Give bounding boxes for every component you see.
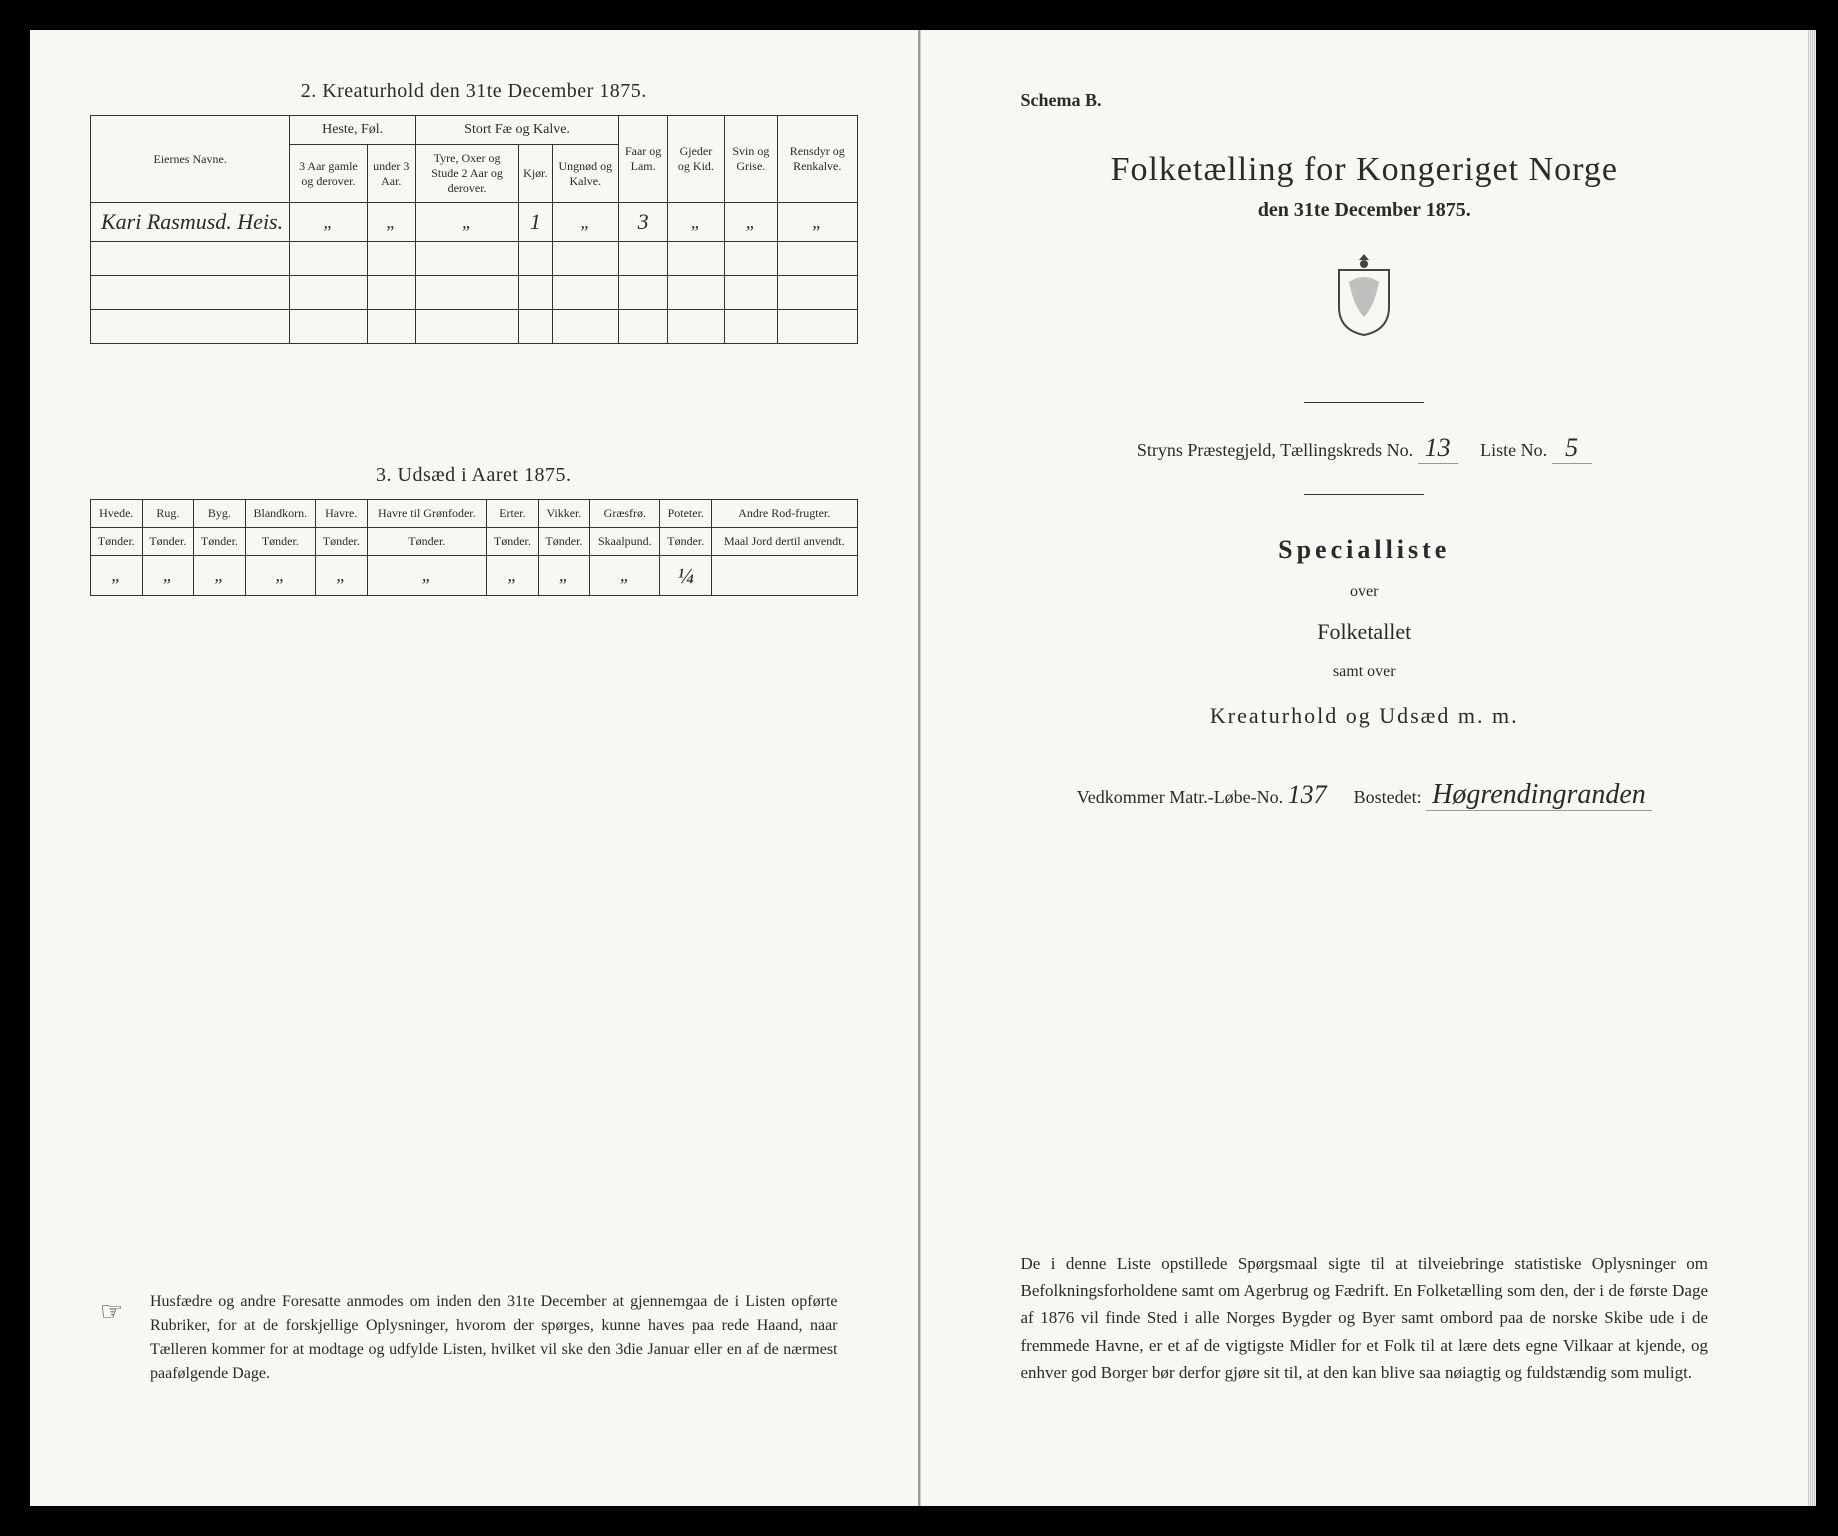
cell: „: [538, 556, 590, 596]
bosted-label: Bostedet:: [1354, 787, 1422, 807]
cell: „: [367, 556, 487, 596]
book-edge: [1808, 30, 1816, 1506]
cell: „: [142, 556, 194, 596]
right-bottom-paragraph: De i denne Liste opstillede Spørgsmaal s…: [1021, 1250, 1709, 1386]
cell: „: [777, 203, 857, 242]
section3-title: 3. Udsæd i Aaret 1875.: [90, 464, 858, 487]
cell: 1: [519, 203, 552, 242]
cell: ¼: [660, 556, 712, 596]
cell: „: [590, 556, 660, 596]
specialliste: Specialliste: [981, 535, 1749, 565]
col: Vikker.: [538, 500, 590, 528]
col-reindeer: Rensdyr og Renkalve.: [777, 116, 857, 203]
unit: Tønder.: [538, 528, 590, 556]
cell: „: [668, 203, 725, 242]
col: Havre til Grønfoder.: [367, 500, 487, 528]
col: Poteter.: [660, 500, 712, 528]
table-row: [91, 242, 858, 276]
col-group-horse: Heste, Føl.: [290, 116, 416, 145]
left-page: 2. Kreaturhold den 31te December 1875. E…: [30, 30, 920, 1506]
cell: „: [290, 203, 367, 242]
col-cattle-b: Kjør.: [519, 145, 552, 203]
unit: Tønder.: [487, 528, 539, 556]
bosted-value: Høgrendingranden: [1426, 779, 1652, 811]
cell: „: [245, 556, 315, 596]
col: Havre.: [315, 500, 367, 528]
cell: „: [367, 203, 415, 242]
over: over: [981, 583, 1749, 601]
seed-table: Hvede. Rug. Byg. Blandkorn. Havre. Havre…: [90, 499, 858, 596]
samt-over: samt over: [981, 663, 1749, 681]
col-pig: Svin og Grise.: [724, 116, 777, 203]
pointing-hand-icon: ☞: [100, 1292, 123, 1331]
col: Hvede.: [91, 500, 143, 528]
unit: Tønder.: [245, 528, 315, 556]
unit: Maal Jord dertil anvendt.: [712, 528, 857, 556]
parish-line: Stryns Præstegjeld, Tællingskreds No. 13…: [981, 433, 1749, 464]
cell: „: [415, 203, 518, 242]
cell: „: [91, 556, 143, 596]
table-header-row: Hvede. Rug. Byg. Blandkorn. Havre. Havre…: [91, 500, 858, 528]
table-units-row: Tønder. Tønder. Tønder. Tønder. Tønder. …: [91, 528, 858, 556]
col: Græsfrø.: [590, 500, 660, 528]
col: Erter.: [487, 500, 539, 528]
unit: Tønder.: [142, 528, 194, 556]
table-row: [91, 276, 858, 310]
unit: Tønder.: [315, 528, 367, 556]
col: Blandkorn.: [245, 500, 315, 528]
kreds-no: 13: [1418, 433, 1458, 464]
matr-label: Vedkommer Matr.-Løbe-No.: [1077, 787, 1283, 807]
kreaturhold: Kreaturhold og Udsæd m. m.: [981, 703, 1749, 729]
liste-no: 5: [1552, 433, 1592, 464]
cell: „: [724, 203, 777, 242]
matr-line: Vedkommer Matr.-Løbe-No. 137 Bostedet: H…: [981, 779, 1749, 811]
schema-label: Schema B.: [1021, 90, 1749, 111]
col-owner: Eiernes Navne.: [91, 116, 290, 203]
right-page: Schema B. Folketælling for Kongeriget No…: [920, 30, 1809, 1506]
livestock-table: Eiernes Navne. Heste, Føl. Stort Fæ og K…: [90, 115, 858, 344]
table-row: „ „ „ „ „ „ „ „ „ ¼: [91, 556, 858, 596]
unit: Tønder.: [660, 528, 712, 556]
cell: „: [194, 556, 246, 596]
parish-label-b: Liste No.: [1480, 440, 1547, 460]
cell: 3: [619, 203, 668, 242]
parish-label-a: Stryns Præstegjeld, Tællingskreds No.: [1137, 440, 1413, 460]
folketallet: Folketallet: [981, 619, 1749, 645]
col-group-cattle: Stort Fæ og Kalve.: [415, 116, 618, 145]
cell: „: [487, 556, 539, 596]
cell: [712, 556, 857, 596]
section2-title: 2. Kreaturhold den 31te December 1875.: [90, 80, 858, 103]
col: Andre Rod-frugter.: [712, 500, 857, 528]
col-horse-b: under 3 Aar.: [367, 145, 415, 203]
footnote-text: Husfædre og andre Foresatte anmodes om i…: [150, 1293, 838, 1382]
col-sheep: Faar og Lam.: [619, 116, 668, 203]
col-cattle-a: Tyre, Oxer og Stude 2 Aar og derover.: [415, 145, 518, 203]
section3: 3. Udsæd i Aaret 1875. Hvede. Rug. Byg. …: [90, 464, 858, 596]
left-footnote: ☞ Husfædre og andre Foresatte anmodes om…: [150, 1290, 838, 1386]
table-header-row: Eiernes Navne. Heste, Føl. Stort Fæ og K…: [91, 116, 858, 145]
main-title: Folketælling for Kongeriget Norge: [981, 151, 1749, 189]
table-row: Kari Rasmusd. Heis. „ „ „ 1 „ 3 „ „ „: [91, 203, 858, 242]
cell: „: [552, 203, 619, 242]
unit: Skaalpund.: [590, 528, 660, 556]
scan-frame: 2. Kreaturhold den 31te December 1875. E…: [30, 30, 1808, 1506]
unit: Tønder.: [194, 528, 246, 556]
divider: [1304, 402, 1424, 403]
coat-of-arms-icon: [1329, 252, 1399, 337]
col: Rug.: [142, 500, 194, 528]
unit: Tønder.: [367, 528, 487, 556]
owner-name: Kari Rasmusd. Heis.: [91, 203, 290, 242]
cell: „: [315, 556, 367, 596]
divider: [1304, 494, 1424, 495]
col: Byg.: [194, 500, 246, 528]
col-cattle-c: Ungnød og Kalve.: [552, 145, 619, 203]
unit: Tønder.: [91, 528, 143, 556]
table-row: [91, 310, 858, 344]
date-line: den 31te December 1875.: [981, 199, 1749, 222]
col-horse-a: 3 Aar gamle og derover.: [290, 145, 367, 203]
col-goat: Gjeder og Kid.: [668, 116, 725, 203]
title-block: Folketælling for Kongeriget Norge den 31…: [981, 151, 1749, 811]
matr-no: 137: [1288, 780, 1327, 809]
